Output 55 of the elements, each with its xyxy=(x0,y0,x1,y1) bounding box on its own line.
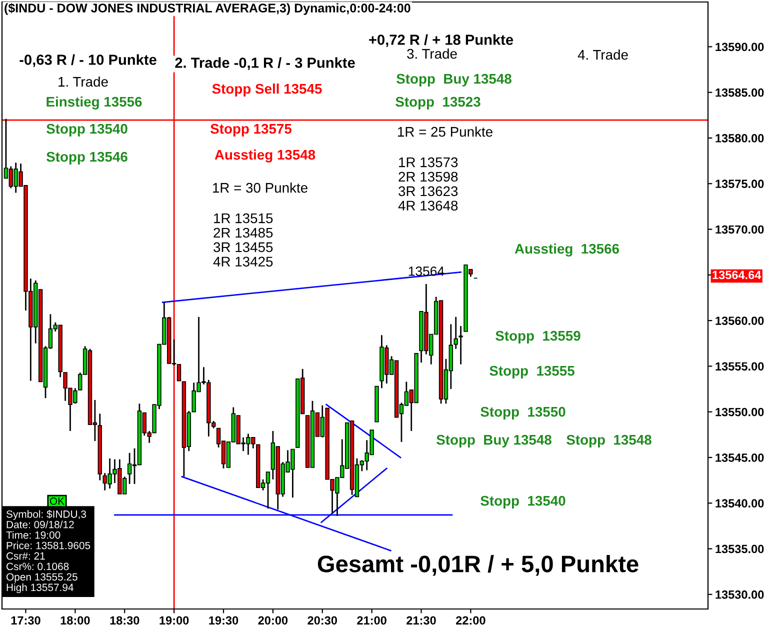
annotation: Stopp 13555 xyxy=(490,366,574,378)
annotation: Stopp 13523 xyxy=(396,96,480,110)
annotation: Stopp 13550 xyxy=(480,406,566,420)
y-tick-label: 13550.00 xyxy=(716,408,764,416)
x-tick-label: 20:00 xyxy=(258,616,288,625)
annotation: 1R = 30 Punkte xyxy=(212,182,308,193)
y-tick-label: 13560.00 xyxy=(716,316,764,325)
annotation: OK xyxy=(50,497,64,505)
annotation: Stopp 13548 xyxy=(566,434,652,448)
annotation: 1R = 25 Punkte xyxy=(398,126,492,137)
annotation: Stopp 13575 xyxy=(210,124,292,136)
x-tick-label: 18:00 xyxy=(60,616,90,625)
annotation: Ausstieg 13548 xyxy=(214,149,316,163)
y-tick-label: 13590.00 xyxy=(716,42,764,52)
annotation: 1R 13573 2R 13598 3R 13623 4R 13648 xyxy=(398,157,458,211)
x-tick-label: 19:30 xyxy=(209,616,238,625)
x-tick-label: 18:30 xyxy=(110,616,140,625)
x-tick-label: 20:30 xyxy=(308,616,337,625)
annotation: Symbol: $INDU,3 Date: 09/18/12 Time: 19:00 Price: 13581.9605 Csr#: 21 Csr%: 0.1068 Open 13555.25 High 13557.94 xyxy=(6,510,90,594)
annotation: Stopp Buy 13548 xyxy=(396,74,512,86)
annotation: Stopp 13540 xyxy=(480,496,566,508)
y-tick-label: 13530.00 xyxy=(716,590,764,599)
y-tick-label: 13570.00 xyxy=(716,225,764,234)
annotation: -0,63 R / - 10 Punkte xyxy=(20,54,156,68)
y-tick-label: 13535.00 xyxy=(716,544,764,554)
candlestick xyxy=(458,325,463,366)
annotation: 13564 xyxy=(408,266,444,276)
y-tick-label: 13545.00 xyxy=(716,454,764,462)
annotation: Stopp 13546 xyxy=(46,152,128,164)
annotation: Einstieg 13556 xyxy=(46,96,142,110)
x-tick-label: 21:00 xyxy=(357,616,386,625)
annotation: Gesamt -0,01R / + 5,0 Punkte xyxy=(318,554,638,576)
annotation: 2. Trade -0,1 R / - 3 Punkte xyxy=(175,57,355,70)
candlestick xyxy=(454,316,458,350)
y-tick-label: 13540.00 xyxy=(716,499,764,508)
y-tick-label: 13575.00 xyxy=(716,180,764,188)
annotation: +0,72 R / + 18 Punkte xyxy=(369,34,514,48)
annotation: 1. Trade xyxy=(58,76,108,87)
y-tick-label: 13580.00 xyxy=(716,134,764,142)
annotation: 3. Trade xyxy=(407,48,457,59)
annotation: 1R 13515 2R 13485 3R 13455 4R 13425 xyxy=(213,213,273,267)
annotation: 4. Trade xyxy=(578,50,628,60)
x-tick-label: 17:30 xyxy=(11,616,40,625)
x-tick-label: 19:00 xyxy=(160,616,189,625)
x-tick-label: 22:00 xyxy=(456,616,486,625)
annotation: Stopp Sell 13545 xyxy=(212,84,322,96)
y-tick-label: 13555.00 xyxy=(716,362,764,371)
y-tick-label: 13585.00 xyxy=(716,88,764,97)
text: 13564.64 xyxy=(712,270,762,280)
annotation: Stopp Buy 13548 xyxy=(436,434,552,448)
annotation: Ausstieg 13566 xyxy=(514,243,619,257)
annotation: Stopp 13559 xyxy=(496,330,580,344)
chart-title: ($INDU - DOW JONES INDUSTRIAL AVERAGE,3) Dynamic,0:00-24:00 xyxy=(4,3,410,15)
x-tick-label: 21:30 xyxy=(406,616,436,625)
annotation: Stopp 13540 xyxy=(46,124,128,136)
